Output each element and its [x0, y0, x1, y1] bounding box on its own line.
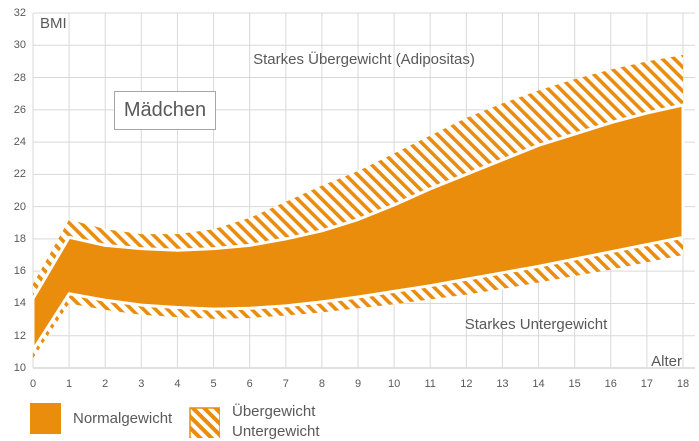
legend-label-untergewicht: Untergewicht: [232, 423, 320, 440]
y-tick-label-12: 12: [13, 329, 26, 342]
x-tick-label-3: 3: [138, 378, 145, 390]
legend-label-ueber-untergewicht: Übergewicht Untergewicht: [232, 402, 320, 441]
y-tick-label-30: 30: [13, 39, 26, 52]
x-tick-label-18: 18: [676, 378, 690, 390]
y-tick-label-24: 24: [13, 136, 26, 149]
y-tick-label-28: 28: [13, 71, 26, 84]
x-tick-label-1: 1: [66, 378, 73, 390]
x-tick-label-13: 13: [496, 378, 509, 390]
x-tick-label-7: 7: [282, 378, 289, 390]
x-tick-label-2: 2: [102, 378, 109, 390]
y-tick-label-22: 22: [13, 168, 26, 181]
x-tick-label-9: 9: [354, 378, 362, 390]
y-tick-label-16: 16: [13, 265, 26, 278]
y-tick-label-14: 14: [13, 297, 26, 310]
band-normalgewicht: [31, 103, 685, 352]
x-tick-label-5: 5: [210, 378, 217, 390]
y-tick-label-18: 18: [13, 232, 26, 245]
legend-swatch-solid: [30, 403, 61, 434]
region-label-adipositas: Starkes Übergewicht (Adipositas): [253, 51, 475, 68]
x-axis-title: Alter: [651, 353, 682, 370]
y-axis-title: BMI: [40, 15, 67, 32]
x-tick-label-8: 8: [318, 378, 325, 390]
band-übergewicht: [33, 54, 683, 299]
x-tick-label-14: 14: [532, 378, 545, 390]
region-label-starkes-untergewicht: Starkes Untergewicht: [464, 316, 608, 333]
y-tick-label-20: 20: [13, 200, 26, 213]
x-tick-label-4: 4: [174, 378, 181, 390]
x-tick-label-11: 11: [424, 378, 436, 390]
x-tick-label-17: 17: [640, 378, 653, 390]
legend-swatch-hatched: [189, 406, 220, 438]
legend-label-normalgewicht: Normalgewicht: [73, 409, 173, 427]
chart-legend: Normalgewicht Übergewicht Untergewicht: [0, 398, 699, 441]
x-tick-label-16: 16: [604, 378, 617, 390]
legend-item-normalgewicht: Normalgewicht: [30, 403, 172, 434]
x-tick-label-0: 0: [29, 378, 37, 390]
legend-label-uebergewicht: Übergewicht: [232, 403, 316, 420]
x-tick-label-6: 6: [246, 378, 253, 390]
y-tick-label-32: 32: [13, 7, 26, 19]
group-label: Mädchen: [123, 99, 207, 121]
x-tick-label-12: 12: [460, 378, 473, 390]
x-tick-label-10: 10: [387, 378, 401, 390]
y-tick-label-26: 26: [13, 103, 26, 116]
y-tick-label-10: 10: [13, 362, 26, 374]
x-tick-label-15: 15: [568, 378, 581, 390]
group-label-box: Mädchen: [114, 91, 216, 130]
legend-item-ueber-untergewicht: Übergewicht Untergewicht: [189, 402, 320, 441]
